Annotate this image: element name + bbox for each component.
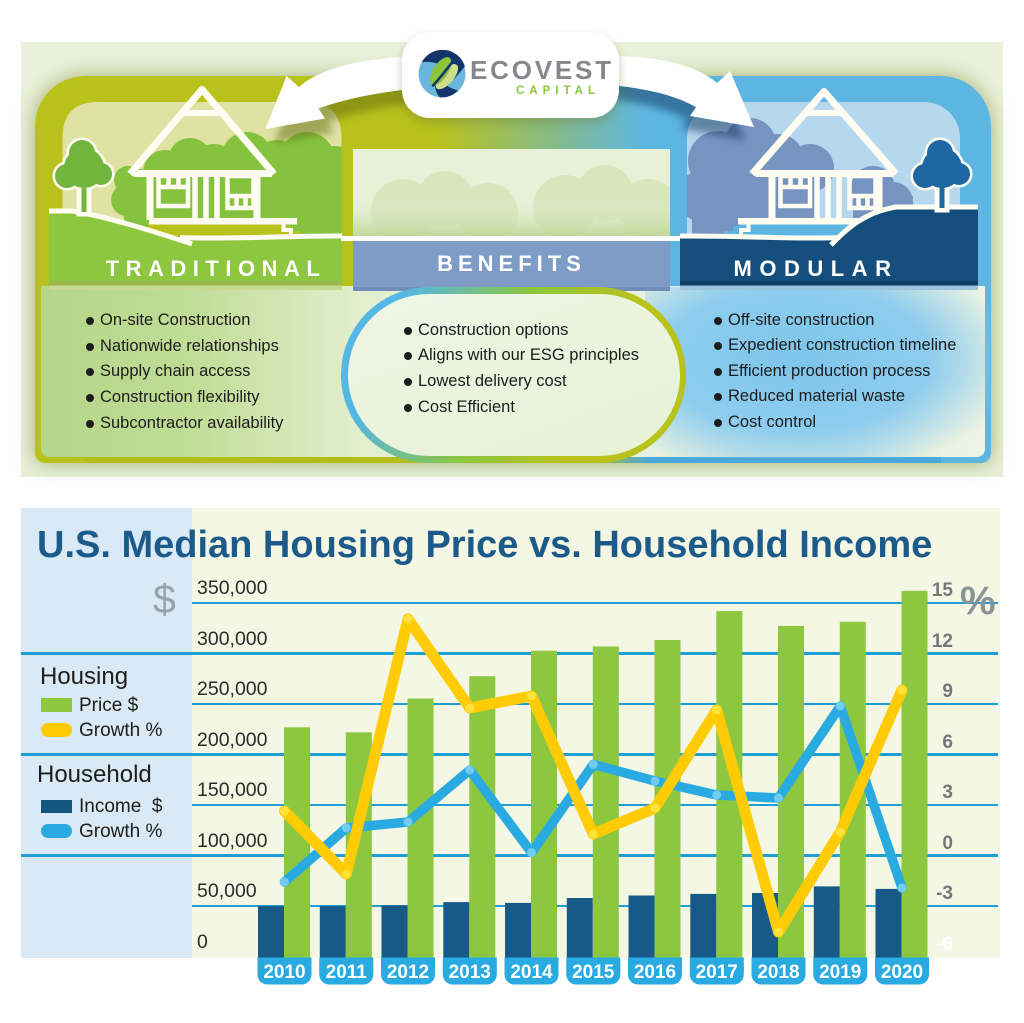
svg-text:2013: 2013 [449,962,491,983]
svg-text:2014: 2014 [510,962,553,983]
svg-text:2012: 2012 [387,962,429,983]
svg-text:2017: 2017 [696,962,738,983]
svg-text:MODULAR: MODULAR [734,256,899,281]
svg-text:2016: 2016 [634,962,676,983]
svg-text:TRADITIONAL: TRADITIONAL [106,256,327,281]
svg-text:2019: 2019 [819,962,861,983]
svg-text:2010: 2010 [263,962,305,983]
svg-text:2011: 2011 [326,962,368,983]
svg-text:2015: 2015 [572,962,615,983]
svg-text:2018: 2018 [757,962,799,983]
svg-text:2020: 2020 [881,962,923,983]
